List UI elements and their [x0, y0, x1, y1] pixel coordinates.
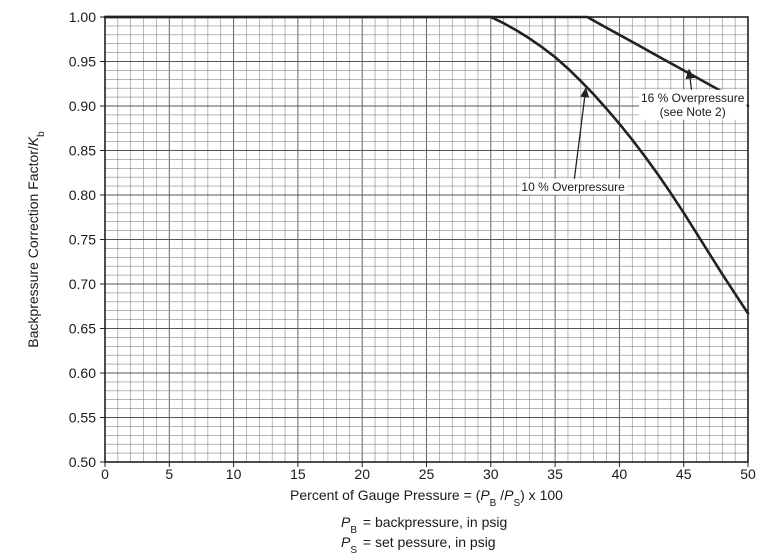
annotation-label-background [639, 89, 747, 120]
x-tick-label: 40 [612, 466, 628, 482]
y-tick-label: 0.75 [69, 232, 96, 248]
y-tick-label: 1.00 [69, 9, 96, 25]
series-group [103, 15, 750, 315]
y-tick-label: 0.55 [69, 410, 96, 426]
x-tick-labels: 0 5 10 15 20 25 30 35 40 45 50 [101, 462, 756, 482]
y-axis-title: Backpressure Correction Factor/Kb [25, 131, 47, 348]
x-tick-label: 35 [547, 466, 563, 482]
x-tick-label: 45 [676, 466, 692, 482]
x-tick-label: 5 [165, 466, 173, 482]
y-tick-label: 0.65 [69, 321, 96, 337]
x-axis-title: Percent of Gauge Pressure = (PB /PS) x 1… [290, 487, 563, 509]
y-tick-labels: 0.50 0.55 0.60 0.65 0.70 0.75 0.80 0.85 0.90 0.95… [69, 9, 105, 470]
x-tick-label: 20 [354, 466, 370, 482]
y-tick-label: 0.60 [69, 365, 96, 381]
x-tick-label: 0 [101, 466, 109, 482]
series-line [103, 15, 750, 108]
y-tick-label: 0.80 [69, 187, 96, 203]
note-backpressure: PB = backpressure, in psig [341, 514, 507, 536]
annotation-arrowhead [685, 68, 695, 80]
x-tick-label: 30 [483, 466, 499, 482]
y-tick-label: 0.70 [69, 276, 96, 292]
x-tick-label: 10 [226, 466, 242, 482]
x-tick-label: 15 [290, 466, 306, 482]
note-set-pressure: PS = set pessure, in psig [341, 534, 496, 556]
x-tick-label: 50 [740, 466, 756, 482]
annotation-label: 16 % Overpressure (see Note 2) [641, 91, 745, 119]
annotation-label-background [519, 178, 628, 195]
annotation-arrow-line [572, 97, 586, 189]
grid [105, 17, 748, 462]
y-tick-label: 0.85 [69, 143, 96, 159]
series-line [103, 15, 750, 315]
y-tick-label: 0.50 [69, 454, 96, 470]
x-tick-label: 25 [419, 466, 435, 482]
annotation-label: 10 % Overpressure [521, 180, 625, 194]
y-tick-label: 0.90 [69, 98, 96, 114]
annotations: 10 % Overpressure 16 % Overpressure (see N… [519, 68, 747, 195]
annotation-arrowhead [580, 87, 590, 98]
y-tick-label: 0.95 [69, 54, 96, 70]
